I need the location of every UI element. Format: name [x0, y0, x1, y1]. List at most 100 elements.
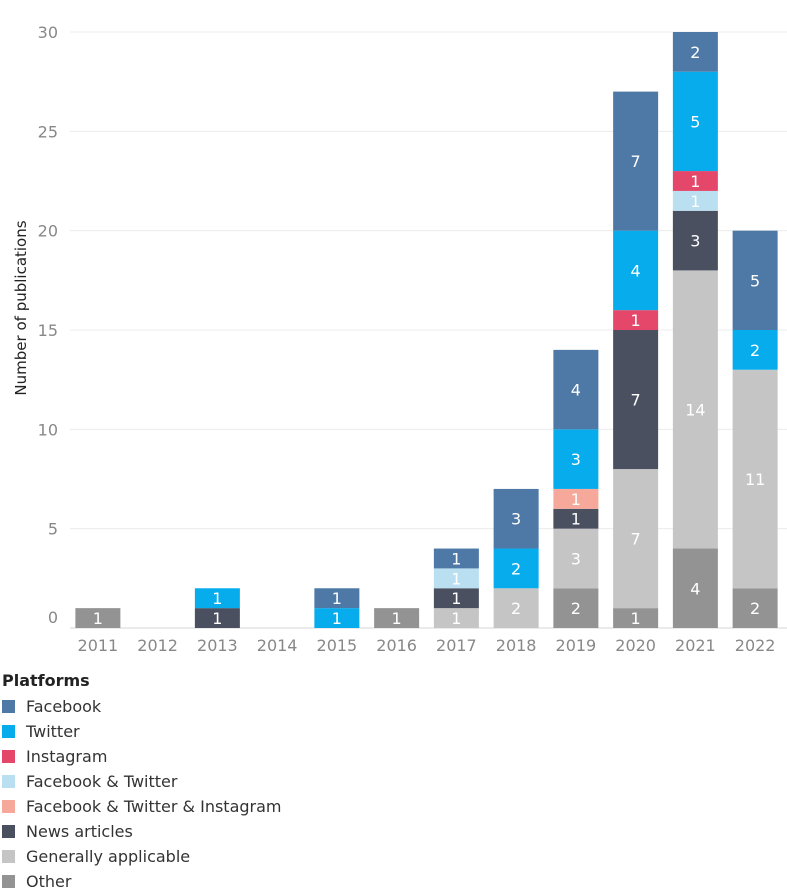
legend-swatch [2, 825, 15, 838]
x-tick-label: 2017 [436, 636, 477, 655]
data-label: 4 [631, 261, 641, 280]
data-label: 1 [451, 609, 461, 628]
legend-label: Generally applicable [26, 847, 191, 866]
y-tick-label: 0 [48, 608, 58, 627]
bar-segment [75, 608, 121, 628]
bar-segment [493, 548, 539, 589]
y-tick-label: 20 [38, 222, 58, 241]
y-tick-label: 25 [38, 122, 58, 141]
data-label: 14 [685, 400, 705, 419]
data-label: 1 [93, 609, 103, 628]
data-label: 1 [332, 589, 342, 608]
data-label: 1 [451, 549, 461, 568]
data-label: 3 [511, 510, 521, 529]
legend-items: Facebook Twitter Instagram Facebook & Twitt… [2, 694, 282, 894]
legend-label: Instagram [26, 747, 108, 766]
data-label: 11 [745, 470, 765, 489]
y-tick-label: 15 [38, 321, 58, 340]
bar-segment [672, 210, 718, 271]
bar-segment [553, 508, 599, 529]
legend-swatch [2, 700, 15, 713]
data-label: 1 [392, 609, 402, 628]
y-tick-label: 5 [48, 520, 58, 539]
legend-label: News articles [26, 822, 133, 841]
legend-swatch [2, 800, 15, 813]
bar-segment [493, 488, 539, 549]
bar-segment [672, 32, 718, 72]
bar-segment [732, 369, 778, 589]
y-tick-label: 30 [38, 23, 58, 42]
data-label: 7 [631, 152, 641, 171]
data-label: 2 [511, 559, 521, 578]
x-tick-label: 2015 [317, 636, 358, 655]
data-label: 1 [451, 569, 461, 588]
legend-swatch [2, 875, 15, 888]
data-label: 1 [690, 172, 700, 191]
data-label: 1 [332, 609, 342, 628]
data-label: 1 [571, 510, 581, 529]
legend-item: Facebook [2, 694, 282, 719]
data-label: 1 [690, 192, 700, 211]
bar-segment [672, 270, 718, 549]
x-tick-label: 2021 [675, 636, 716, 655]
data-label: 2 [571, 599, 581, 618]
data-label: 4 [690, 579, 700, 598]
bar-segment [672, 190, 718, 211]
legend-item: News articles [2, 819, 282, 844]
legend-label: Twitter [26, 722, 80, 741]
legend-label: Other [26, 872, 72, 891]
legend-title: Platforms [2, 671, 90, 690]
bar-segment [613, 469, 659, 609]
bar-segment [194, 588, 240, 609]
bar-segment [433, 548, 479, 569]
legend-label: Facebook & Twitter & Instagram [26, 797, 282, 816]
bar-segment [613, 330, 659, 470]
legend-label: Facebook [26, 697, 102, 716]
y-tick-label: 10 [38, 420, 58, 439]
bar-segment [433, 588, 479, 609]
bar-segment [553, 349, 599, 430]
x-axis-ticks: 2011 2012 2013 2014 2015 2016 2017 2018 2019 2020… [78, 636, 776, 655]
x-tick-label: 2012 [137, 636, 178, 655]
data-label: 7 [631, 530, 641, 549]
bar-segment [672, 171, 718, 191]
bar-segment [194, 608, 240, 628]
legend-label: Facebook & Twitter [26, 772, 178, 791]
data-label: 2 [750, 599, 760, 618]
bar-segment [732, 230, 778, 330]
x-tick-label: 2022 [735, 636, 776, 655]
x-tick-label: 2013 [197, 636, 238, 655]
legend-item: Facebook & Twitter [2, 769, 282, 794]
data-label: 1 [631, 311, 641, 330]
bar-segment [672, 548, 718, 628]
legend-swatch [2, 775, 15, 788]
bar-segment [672, 71, 718, 172]
x-tick-label: 2011 [78, 636, 119, 655]
data-label: 3 [571, 549, 581, 568]
y-axis-label: Number of publications [12, 220, 30, 395]
legend-item: Facebook & Twitter & Instagram [2, 794, 282, 819]
bar-segment [732, 588, 778, 628]
bar-segment [433, 608, 479, 628]
bar-segment [553, 429, 599, 489]
bar-segment [314, 608, 360, 628]
data-label: 2 [750, 341, 760, 360]
x-tick-label: 2020 [615, 636, 656, 655]
bar-segment [553, 528, 599, 589]
bar-segment [433, 568, 479, 589]
data-label: 2 [511, 599, 521, 618]
x-tick-label: 2016 [376, 636, 417, 655]
data-label: 1 [631, 609, 641, 628]
data-label: 5 [750, 271, 760, 290]
bar-segment [493, 588, 539, 628]
y-axis-ticks: 0 5 10 15 20 25 30 [38, 23, 58, 627]
data-label: 5 [690, 112, 700, 131]
legend: Platforms Facebook Twitter Instagram Facebo… [2, 671, 282, 894]
x-tick-label: 2014 [257, 636, 298, 655]
bar-segment [613, 91, 659, 231]
data-label: 1 [571, 490, 581, 509]
data-label: 4 [571, 381, 581, 400]
data-label: 1 [212, 589, 222, 608]
